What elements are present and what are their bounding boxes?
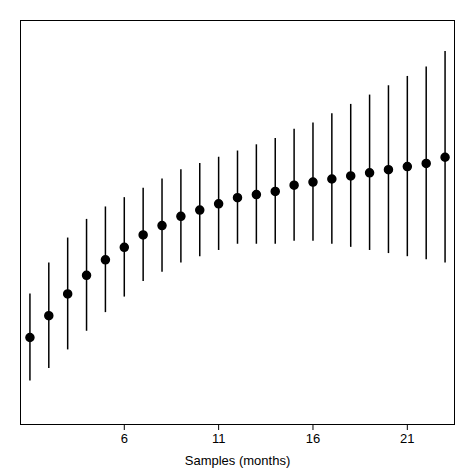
svg-text:11: 11 [212, 431, 226, 446]
svg-text:Samples (months): Samples (months) [185, 453, 290, 468]
svg-text:21: 21 [400, 431, 414, 446]
svg-text:16: 16 [306, 431, 320, 446]
svg-text:6: 6 [121, 431, 128, 446]
